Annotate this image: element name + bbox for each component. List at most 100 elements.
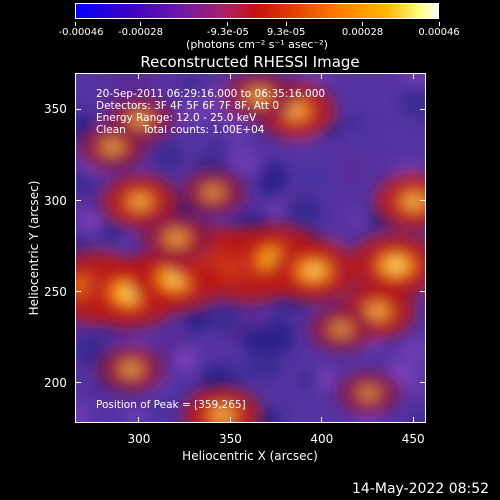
background-noise-patch (297, 161, 329, 194)
x-tick-mark (412, 417, 414, 423)
source-core (152, 221, 201, 255)
heatmap-image (76, 74, 425, 422)
background-noise-patch (269, 293, 294, 318)
y-tick-mark-right (420, 200, 426, 202)
x-tick-label: 400 (310, 432, 334, 446)
annotation-time: 20-Sep-2011 06:29:16.000 to 06:35:16.000 (96, 88, 326, 100)
y-tick-mark (75, 382, 81, 384)
y-tick-label: 250 (44, 284, 67, 299)
colorbar-tick (227, 22, 229, 26)
background-noise-patch (298, 371, 316, 389)
background-noise-patch (181, 96, 210, 125)
source-core (114, 184, 166, 219)
colorbar-tick (140, 22, 142, 26)
source-core (195, 397, 249, 422)
annotation-counts: Clean Total counts: 1.00E+04 (96, 124, 265, 136)
source-core (234, 79, 284, 113)
colorbar-tick-label: -0.00028 (118, 27, 163, 38)
colorbar-tick-label: 0.00028 (341, 27, 384, 38)
x-tick-mark-top (138, 73, 140, 79)
source-core (89, 131, 136, 163)
x-axis-label: Heliocentric X (arcsec) (182, 449, 318, 463)
background-noise-patch (350, 211, 365, 226)
background-noise-patch (226, 117, 251, 141)
colorbar-tick (362, 22, 364, 26)
background-noise-patch (107, 74, 138, 94)
x-tick-label: 450 (401, 432, 425, 446)
colorbar-tick-label: 9.3e-05 (266, 27, 306, 38)
background-noise-patch (185, 76, 199, 91)
colorbar-tick (438, 22, 440, 26)
background-noise-patch (174, 348, 198, 372)
y-tick-mark-right (420, 382, 426, 384)
background-noise-patch (345, 113, 362, 130)
background-noise-patch (211, 304, 242, 335)
colorbar-tick (285, 22, 287, 26)
colorbar-tick (74, 22, 76, 26)
source-core (364, 244, 425, 287)
y-tick-mark-right (420, 108, 426, 110)
background-noise-patch (315, 74, 331, 87)
background-noise-patch (257, 161, 289, 194)
source-core (319, 314, 364, 344)
y-tick-label: 200 (44, 375, 67, 390)
annotation-energy: Energy Range: 12.0 - 25.0 keV (96, 112, 257, 124)
background-noise-patch (173, 417, 186, 422)
y-tick-label: 300 (44, 193, 67, 208)
source-core (107, 353, 154, 385)
colorbar-tick-label: 0.00046 (418, 27, 460, 38)
colorbar-units: (photons cm⁻² s⁻¹ asec⁻²) (186, 38, 328, 51)
x-tick-mark (138, 417, 140, 423)
source-core (191, 177, 236, 208)
background-noise-patch (337, 157, 366, 186)
background-noise-patch (248, 348, 281, 381)
background-noise-patch (76, 403, 91, 422)
source-core (387, 183, 425, 220)
y-tick-mark (75, 200, 81, 202)
y-tick-label: 350 (44, 102, 67, 117)
background-noise-patch (170, 378, 197, 405)
background-noise-patch (124, 407, 148, 422)
background-noise-patch (261, 320, 295, 354)
y-tick-mark (75, 108, 81, 110)
y-tick-mark-right (420, 291, 426, 293)
plot-area: 20-Sep-2011 06:29:16.000 to 06:35:16.000… (75, 73, 426, 423)
colorbar-tick-label: -9.3e-05 (206, 27, 249, 38)
background-noise-patch (397, 336, 425, 371)
x-tick-mark (321, 417, 323, 423)
background-noise-patch (153, 141, 184, 172)
background-noise-patch (401, 87, 425, 119)
colorbar (75, 3, 439, 19)
x-tick-mark (229, 417, 231, 423)
y-axis-label: Heliocentric Y (arcsec) (27, 180, 41, 316)
background-noise-patch (97, 217, 128, 248)
background-noise-patch (282, 196, 315, 229)
background-noise-patch (412, 74, 425, 83)
source-core (347, 379, 390, 407)
source-core (283, 250, 344, 291)
background-noise-patch (325, 122, 341, 138)
background-noise-patch (407, 378, 425, 396)
x-tick-mark-top (321, 73, 323, 79)
background-noise-patch (357, 126, 378, 147)
peak-position-label: Position of Peak = [359,265] (96, 399, 246, 411)
x-tick-label: 350 (218, 432, 242, 446)
x-tick-mark-top (412, 73, 414, 79)
background-noise-patch (240, 326, 267, 353)
chart-title: Reconstructed RHESSI Image (140, 53, 360, 71)
colorbar-tick-label: -0.00046 (58, 27, 104, 38)
background-noise-patch (184, 307, 210, 333)
background-noise-patch (76, 169, 97, 196)
background-noise-patch (171, 109, 187, 125)
background-noise-patch (145, 394, 167, 416)
datestamp: 14-May-2022 08:52 (352, 481, 490, 497)
background-noise-patch (154, 326, 188, 359)
y-tick-mark (75, 291, 81, 293)
background-noise-patch (316, 368, 337, 390)
x-tick-label: 300 (127, 432, 151, 446)
background-noise-patch (302, 74, 320, 84)
background-noise-patch (223, 146, 255, 178)
annotation-detectors: Detectors: 3F 4F 5F 6F 7F 8F, Att 0 (96, 100, 280, 112)
x-tick-mark-top (229, 73, 231, 79)
background-noise-patch (76, 233, 88, 256)
